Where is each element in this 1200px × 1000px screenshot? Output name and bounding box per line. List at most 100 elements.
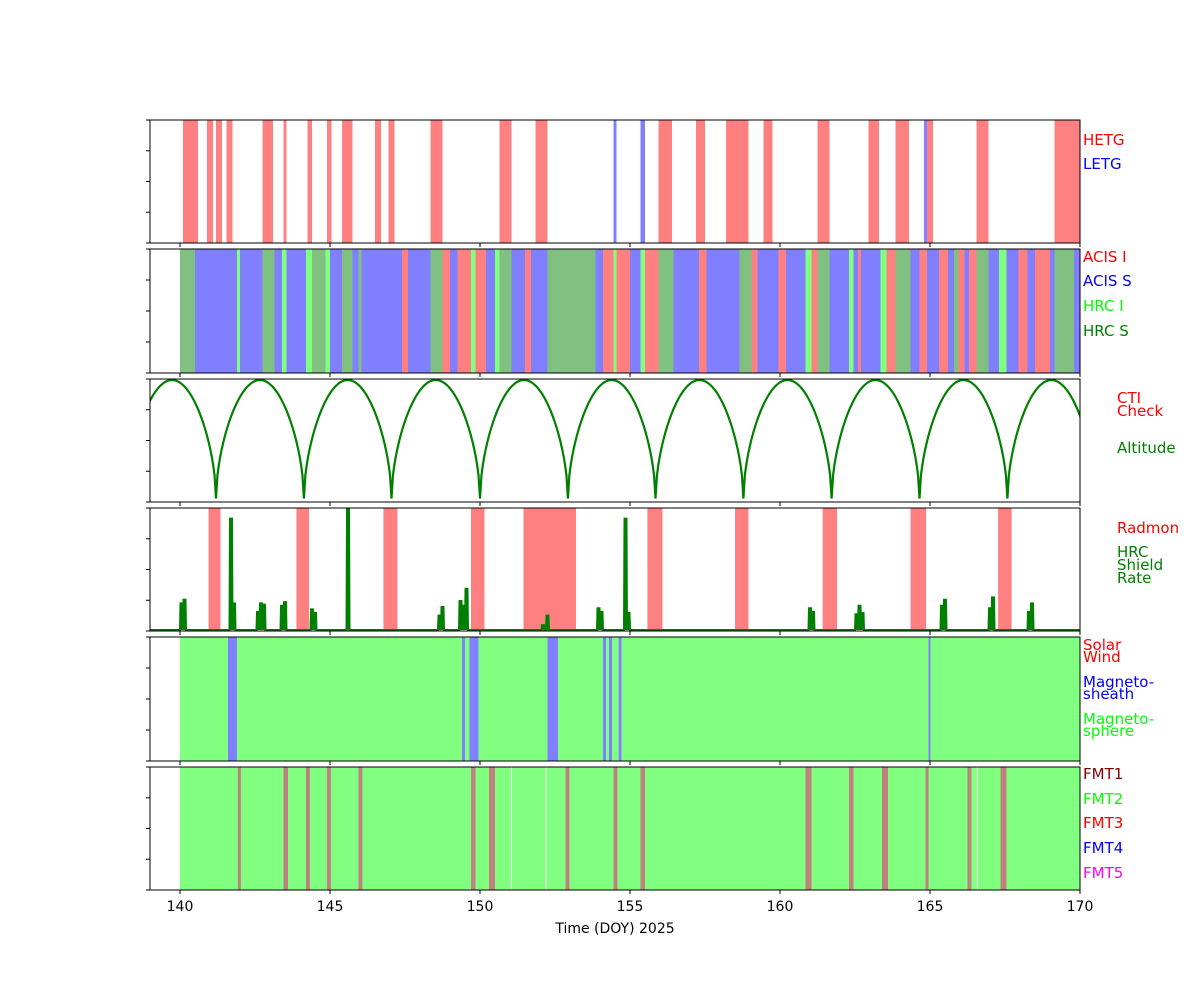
instrument-interval-hrc-s — [954, 249, 959, 373]
grating-interval-hetg — [375, 120, 381, 243]
region-interval-magnetosheath — [609, 637, 612, 761]
legend-label-acis-i: ACIS I — [1083, 248, 1127, 266]
instrument-interval-hrc-i — [237, 249, 240, 373]
legend-label-letg: LETG — [1083, 155, 1122, 173]
grating-interval-letg — [924, 120, 927, 243]
instrument-interval-hrc-i — [306, 249, 312, 373]
region-interval-magnetosphere — [621, 637, 929, 761]
grating-interval-hetg — [342, 120, 353, 243]
instrument-interval-hrc-i — [640, 249, 645, 373]
instrument-interval-hrc-s — [1054, 249, 1074, 373]
grating-interval-hetg — [207, 120, 213, 243]
instrument-interval-acis-i — [525, 249, 531, 373]
instrument-interval-acis-i — [457, 249, 471, 373]
x-tick-label-160: 160 — [767, 899, 794, 915]
grating-interval-hetg — [976, 120, 989, 243]
instrument-interval-hrc-s — [499, 249, 512, 373]
grating-interval-hetg — [327, 120, 332, 243]
instrument-interval-hrc-s — [547, 249, 596, 373]
instrument-interval-acis-s — [1050, 249, 1055, 373]
grating-interval-hetg — [430, 120, 443, 243]
x-tick-label-150: 150 — [467, 899, 494, 915]
instrument-interval-hrc-s — [262, 249, 275, 373]
instrument-content — [180, 249, 1080, 373]
instrument-interval-acis-i — [811, 249, 818, 373]
radiation-content — [150, 508, 1080, 631]
instrument-interval-acis-s — [861, 249, 881, 373]
instrument-interval-acis-s — [511, 249, 525, 373]
radmon-interval — [910, 508, 927, 631]
fmt-interval-fmt1 — [849, 767, 854, 890]
instrument-interval-acis-i — [919, 249, 927, 373]
instrument-interval-acis-s — [240, 249, 263, 373]
radmon-interval — [471, 508, 485, 631]
x-tick-label-165: 165 — [917, 899, 944, 915]
instrument-interval-hrc-s — [312, 249, 326, 373]
region-interval-magnetosphere — [478, 637, 548, 761]
region-interval-magnetosphere — [558, 637, 603, 761]
legend-label-acis-s: ACIS S — [1083, 272, 1132, 290]
instrument-interval-hrc-i — [849, 249, 854, 373]
legend-label-hrc-i: HRC I — [1083, 297, 1124, 315]
grating-interval-letg — [640, 120, 645, 243]
fmt-gap — [511, 767, 512, 890]
legend-label-fmt4: FMT4 — [1083, 839, 1123, 857]
instrument-interval-hrc-s — [430, 249, 443, 373]
x-axis: 140 145 150 155 160 165 170 — [167, 899, 1094, 915]
region-interval-magnetosheath — [603, 637, 606, 761]
region-content — [180, 637, 1080, 761]
fmt-interval-fmt1 — [613, 767, 618, 890]
legend-label-solar: Solar — [1083, 636, 1122, 654]
instrument-interval-hrc-i — [880, 249, 887, 373]
legend-label-cti: CTI — [1117, 389, 1141, 407]
region-interval-magnetosheath — [928, 637, 931, 761]
instrument-interval-acis-s — [286, 249, 306, 373]
instrument-interval-acis-i — [969, 249, 977, 373]
grating-interval-letg — [613, 120, 617, 243]
fmt-content — [180, 767, 1080, 890]
grating-interval-hetg — [226, 120, 233, 243]
instrument-interval-acis-i — [699, 249, 707, 373]
instrument-interval-hrc-i — [999, 249, 1007, 373]
instrument-interval-acis-s — [195, 249, 237, 373]
instrument-interval-acis-s — [450, 249, 458, 373]
instrument-interval-acis-s — [274, 249, 282, 373]
radmon-interval — [647, 508, 663, 631]
grating-interval-hetg — [283, 120, 287, 243]
instrument-interval-acis-i — [1018, 249, 1028, 373]
region-interval-magnetosphere — [237, 637, 462, 761]
grating-interval-hetg — [817, 120, 830, 243]
instrument-interval-acis-i — [616, 249, 630, 373]
grating-interval-hetg — [216, 120, 222, 243]
fmt-interval-fmt1 — [327, 767, 331, 890]
region-interval-magnetosphere — [612, 637, 619, 761]
region-interval-magnetosheath — [228, 637, 237, 761]
instrument-interval-acis-i — [886, 249, 896, 373]
radmon-interval — [998, 508, 1012, 631]
instrument-interval-hrc-s — [739, 249, 752, 373]
instrument-interval-acis-s — [948, 249, 954, 373]
instrument-interval-acis-s — [786, 249, 806, 373]
legend-label-magneto: Magneto- — [1083, 710, 1154, 728]
grating-interval-hetg — [1054, 120, 1080, 243]
instrument-interval-acis-i — [442, 249, 450, 373]
legend-label-radmon: Radmon — [1117, 519, 1179, 537]
instrument-interval-acis-s — [1027, 249, 1035, 373]
region-interval-magnetosphere — [606, 637, 609, 761]
region-interval-magnetosheath — [469, 637, 479, 761]
panel-instrument: ACIS I ACIS S HRC I HRC S — [146, 248, 1132, 377]
x-tick-label-155: 155 — [617, 899, 644, 915]
instrument-interval-acis-s — [673, 249, 699, 373]
instrument-interval-hrc-i — [282, 249, 287, 373]
instrument-interval-acis-s — [927, 249, 939, 373]
instrument-interval-acis-s — [1006, 249, 1019, 373]
instrument-interval-acis-s — [964, 249, 969, 373]
instrument-interval-acis-s — [330, 249, 342, 373]
grating-interval-hetg — [183, 120, 198, 243]
instrument-interval-hrc-i — [325, 249, 330, 373]
region-interval-magnetosphere — [930, 637, 1080, 761]
instrument-interval-acis-s — [1074, 249, 1080, 373]
